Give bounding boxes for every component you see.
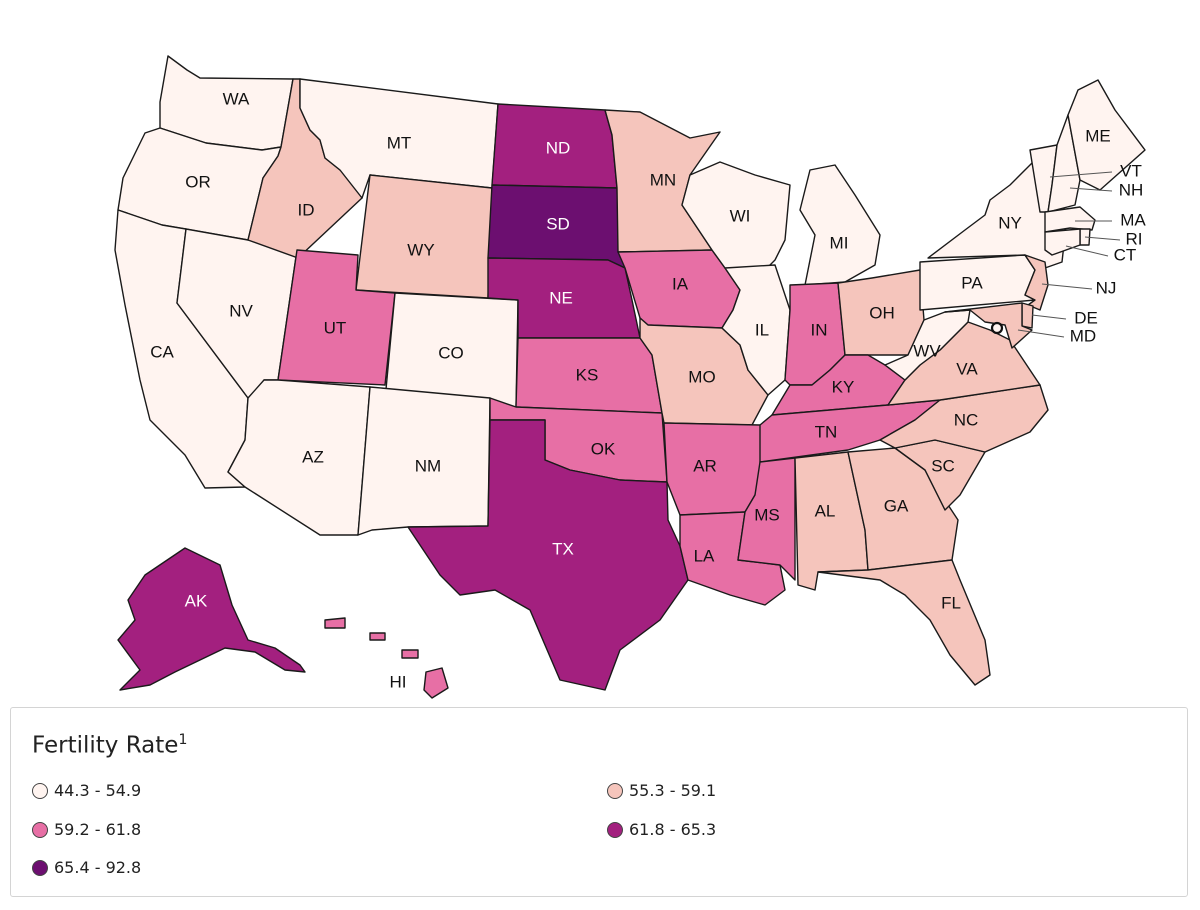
state-label-id: ID <box>298 200 315 219</box>
state-label-ms: MS <box>754 505 780 524</box>
state-label-mt: MT <box>387 133 412 152</box>
legend-swatch <box>32 782 48 799</box>
state-label-in: IN <box>811 320 828 339</box>
legend-swatch <box>607 782 623 799</box>
state-label-ar: AR <box>693 456 717 475</box>
state-label-nm: NM <box>415 456 441 475</box>
state-label-ky: KY <box>832 377 855 396</box>
label-leader-line <box>1049 171 1113 178</box>
state-label-mo: MO <box>688 367 715 386</box>
state-label-tn: TN <box>815 422 838 441</box>
state-label-wv: WV <box>913 341 941 360</box>
state-label-mi: MI <box>830 233 849 252</box>
state-label-ga: GA <box>884 496 909 515</box>
state-label-ct: CT <box>1114 245 1137 264</box>
state-label-az: AZ <box>302 447 324 466</box>
label-leader-line <box>1069 187 1113 192</box>
legend-swatch <box>32 821 48 838</box>
state-mi <box>799 164 881 286</box>
legend: Fertility Rate1 44.3 - 54.9 55.3 - 59.1 … <box>10 707 1188 897</box>
state-label-wa: WA <box>223 89 250 108</box>
legend-swatch <box>607 821 623 838</box>
legend-label: 44.3 - 54.9 <box>54 781 142 800</box>
state-dc-marker <box>990 321 1004 335</box>
label-leader-line <box>1031 314 1067 320</box>
state-label-de: DE <box>1074 308 1098 327</box>
state-label-mn: MN <box>650 170 676 189</box>
state-wy <box>355 174 493 299</box>
state-label-nc: NC <box>954 410 979 429</box>
state-ct <box>1044 228 1081 256</box>
legend-label: 65.4 - 92.8 <box>54 858 142 877</box>
label-leader-line <box>1065 245 1109 257</box>
state-label-al: AL <box>815 501 836 520</box>
label-leader-line <box>1084 236 1121 241</box>
state-label-wi: WI <box>730 206 751 225</box>
state-label-tx: TX <box>552 539 574 558</box>
state-label-ks: KS <box>576 365 599 384</box>
state-label-pa: PA <box>961 273 983 292</box>
state-hi <box>324 617 449 699</box>
state-label-fl: FL <box>941 593 961 612</box>
state-label-sd: SD <box>546 214 570 233</box>
legend-label: 61.8 - 65.3 <box>629 820 717 839</box>
legend-item-bin-0: 44.3 - 54.9 <box>32 781 141 800</box>
state-label-va: VA <box>956 359 978 378</box>
state-label-il: IL <box>755 320 769 339</box>
state-ms <box>737 457 796 581</box>
state-fl <box>817 559 991 686</box>
state-label-co: CO <box>438 343 464 362</box>
state-label-ut: UT <box>324 318 347 337</box>
legend-item-bin-4: 65.4 - 92.8 <box>32 858 141 877</box>
legend-footnote: 1 <box>178 732 188 748</box>
state-az <box>227 379 371 536</box>
state-md <box>944 302 1033 349</box>
legend-label: 59.2 - 61.8 <box>54 820 142 839</box>
state-label-nh: NH <box>1119 180 1144 199</box>
label-leader-line <box>1041 283 1093 290</box>
legend-item-bin-1: 55.3 - 59.1 <box>607 781 716 800</box>
us-choropleth-map: WA OR CA NV ID MT WY UT AZ CO NM ND SD NE KS OK TX MN IA MO… <box>114 55 1146 699</box>
state-label-or: OR <box>185 172 211 191</box>
state-label-ia: IA <box>672 274 689 293</box>
state-label-la: LA <box>694 546 715 565</box>
state-label-ca: CA <box>150 342 174 361</box>
state-label-ny: NY <box>998 213 1022 232</box>
state-label-nj: NJ <box>1096 278 1117 297</box>
state-label-md: MD <box>1070 326 1096 345</box>
state-ma <box>1044 206 1096 233</box>
state-label-me: ME <box>1085 126 1111 145</box>
state-label-ak: AK <box>185 591 208 610</box>
legend-label: 55.3 - 59.1 <box>629 781 717 800</box>
state-label-nd: ND <box>546 138 571 157</box>
state-label-ma: MA <box>1120 210 1146 229</box>
state-label-ok: OK <box>591 439 616 458</box>
legend-item-bin-2: 59.2 - 61.8 <box>32 820 141 839</box>
state-tx <box>407 419 689 691</box>
state-mo <box>639 317 769 426</box>
state-label-wy: WY <box>407 240 434 259</box>
state-label-ne: NE <box>549 288 573 307</box>
state-label-hi: HI <box>390 672 407 691</box>
state-label-sc: SC <box>931 456 955 475</box>
state-me <box>1067 79 1146 191</box>
state-nc <box>879 384 1049 453</box>
legend-title: Fertility Rate1 <box>32 732 188 759</box>
state-wv <box>884 309 971 381</box>
legend-item-bin-3: 61.8 - 65.3 <box>607 820 716 839</box>
state-label-nv: NV <box>229 301 253 320</box>
label-leader-line <box>1017 329 1065 338</box>
state-label-vt: VT <box>1120 161 1142 180</box>
legend-swatch <box>32 859 48 876</box>
state-ak <box>117 547 306 691</box>
state-label-ri: RI <box>1126 229 1143 248</box>
state-de <box>1021 302 1034 329</box>
state-label-oh: OH <box>869 303 895 322</box>
state-il <box>721 264 791 396</box>
